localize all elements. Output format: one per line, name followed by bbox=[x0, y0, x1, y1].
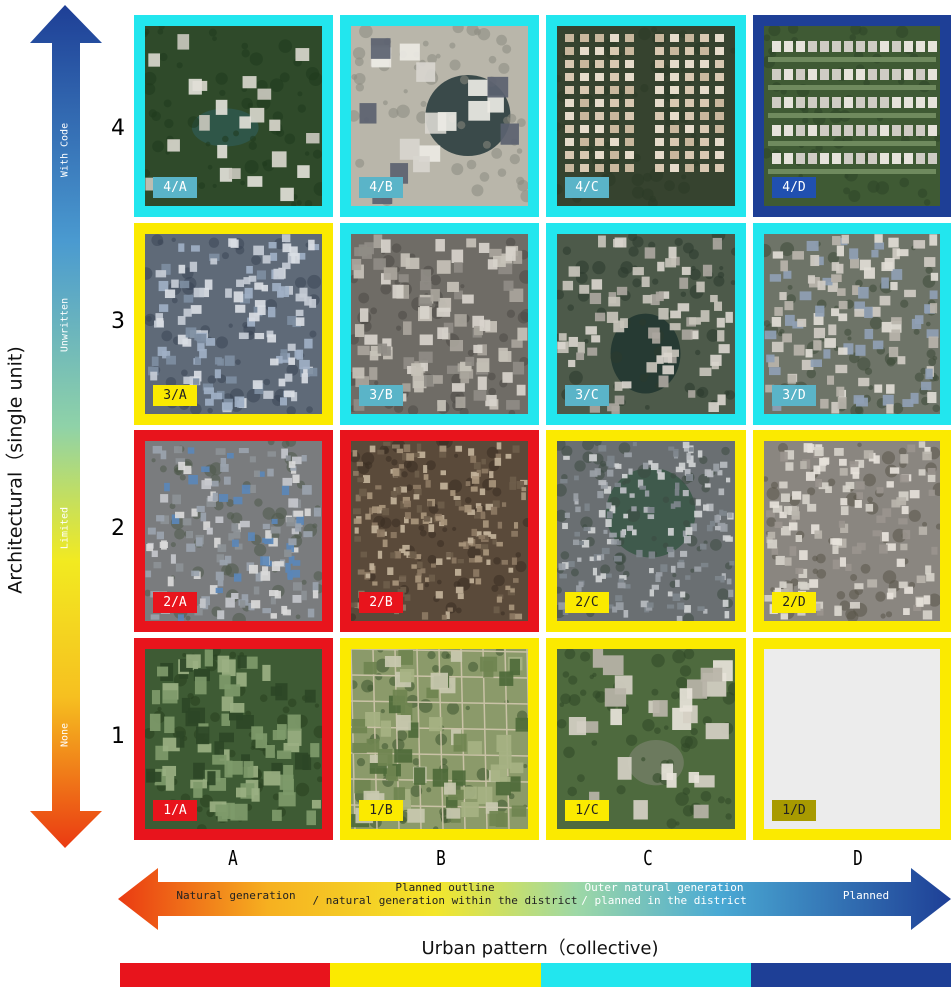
pattern-label-a: Natural generation bbox=[176, 889, 295, 902]
cell-code-tag: 3/C bbox=[565, 385, 609, 406]
cell-code-tag: 4/B bbox=[359, 177, 403, 198]
column-letter-a: A bbox=[217, 846, 249, 870]
pattern-label-b: Planned outline / natural generation wit… bbox=[313, 881, 578, 907]
row-number-3: 3 bbox=[103, 309, 133, 334]
cell-code-tag: 2/D bbox=[772, 592, 816, 613]
column-letter-c: C bbox=[632, 846, 664, 870]
row-number-4: 4 bbox=[103, 116, 133, 141]
legend-swatch-cyan bbox=[541, 963, 751, 987]
matrix-cell-2-b: 2/B bbox=[340, 430, 539, 632]
matrix-cell-4-b: 4/B bbox=[340, 15, 539, 217]
pattern-label-c: Outer natural generation / planned in th… bbox=[581, 881, 747, 907]
pattern-label-c-line2: / planned in the district bbox=[581, 894, 747, 907]
matrix-cell-3-b: 3/B bbox=[340, 223, 539, 425]
axis-level-label-limited: Limited bbox=[60, 507, 71, 549]
cell-code-tag: 4/D bbox=[772, 177, 816, 198]
matrix-cell-4-c: 4/C bbox=[546, 15, 746, 217]
cell-code-tag: 2/A bbox=[153, 592, 197, 613]
horizontal-axis-title: Urban pattern（collective) bbox=[422, 934, 659, 960]
pattern-label-b-line1: Planned outline bbox=[313, 881, 578, 894]
matrix-cell-2-c: 2/C bbox=[546, 430, 746, 632]
matrix-cell-1-d: 1/D bbox=[753, 638, 951, 840]
cell-code-tag: 4/C bbox=[565, 177, 609, 198]
cell-code-tag: 3/B bbox=[359, 385, 403, 406]
matrix-cell-1-c: 1/C bbox=[546, 638, 746, 840]
pattern-label-d-line1: Planned bbox=[843, 889, 889, 902]
axis-level-label-unwritten: Unwritten bbox=[60, 298, 71, 352]
matrix-cell-3-c: 3/C bbox=[546, 223, 746, 425]
cell-code-tag: 2/C bbox=[565, 592, 609, 613]
matrix-cell-4-a: 4/A bbox=[134, 15, 333, 217]
cell-code-tag: 3/A bbox=[153, 385, 197, 406]
row-number-1: 1 bbox=[103, 724, 133, 749]
pattern-label-c-line1: Outer natural generation bbox=[581, 881, 747, 894]
column-letter-d: D bbox=[842, 846, 874, 870]
pattern-label-b-line2: / natural generation within the district bbox=[313, 894, 578, 907]
column-letter-b: B bbox=[425, 846, 457, 870]
matrix-cell-2-d: 2/D bbox=[753, 430, 951, 632]
cell-code-tag: 1/A bbox=[153, 800, 197, 821]
axis-level-label-none: None bbox=[60, 723, 71, 747]
pattern-label-d: Planned bbox=[843, 889, 889, 902]
pattern-label-a-line1: Natural generation bbox=[176, 889, 295, 902]
cell-code-tag: 1/B bbox=[359, 800, 403, 821]
legend-swatch-navy bbox=[751, 963, 951, 987]
matrix-cell-3-d: 3/D bbox=[753, 223, 951, 425]
matrix-cell-1-b: 1/B bbox=[340, 638, 539, 840]
row-number-2: 2 bbox=[103, 516, 133, 541]
cell-code-tag: 1/C bbox=[565, 800, 609, 821]
matrix-cell-3-a: 3/A bbox=[134, 223, 333, 425]
cell-code-tag: 2/B bbox=[359, 592, 403, 613]
cell-code-tag: 4/A bbox=[153, 177, 197, 198]
vertical-axis-title: Architectural（single unit) bbox=[1, 346, 28, 593]
legend-swatch-yellow bbox=[330, 963, 541, 987]
matrix-cell-1-a: 1/A bbox=[134, 638, 333, 840]
cell-code-tag: 3/D bbox=[772, 385, 816, 406]
axis-level-label-with-code: With Code bbox=[60, 123, 71, 177]
legend-swatch-red bbox=[120, 963, 330, 987]
matrix-cell-2-a: 2/A bbox=[134, 430, 333, 632]
cell-code-tag: 1/D bbox=[772, 800, 816, 821]
matrix-cell-4-d: 4/D bbox=[753, 15, 951, 217]
